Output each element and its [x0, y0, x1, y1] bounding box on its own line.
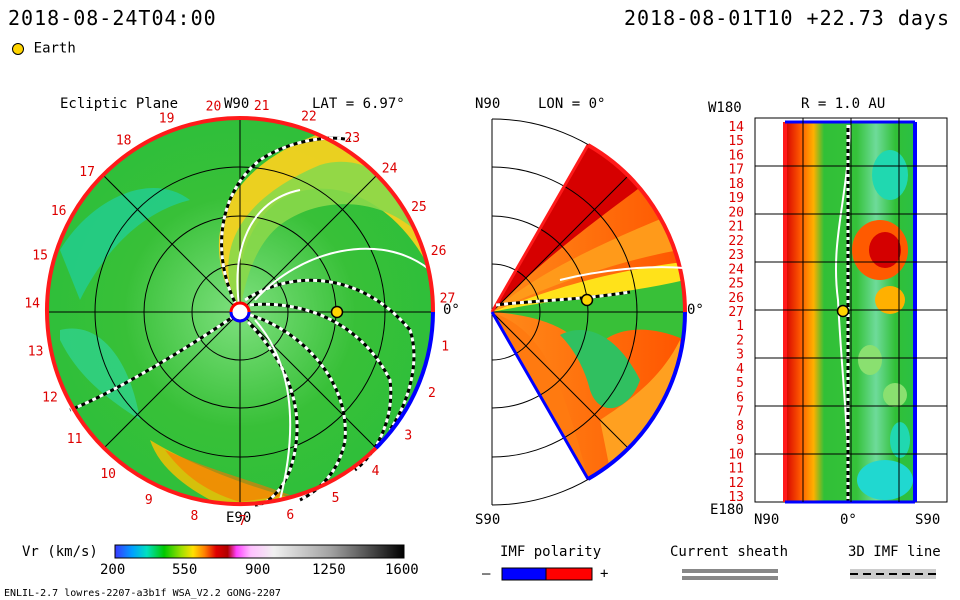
colorbar-tick-900: 900 — [245, 562, 271, 578]
rotation-number-25: 25 — [411, 200, 427, 215]
radial-bottom-s90: S90 — [915, 512, 941, 528]
earth-legend-icon — [12, 42, 24, 55]
rotation-number-17: 17 — [79, 165, 95, 180]
earth-legend: Earth — [12, 38, 76, 57]
rotation-number-2: 2 — [428, 386, 436, 401]
imf-line-label: 3D IMF line — [848, 544, 941, 560]
rotation-number-4: 4 — [372, 464, 380, 479]
ecliptic-bottom-label: E90 — [226, 510, 252, 526]
current-sheath-swatch — [682, 569, 778, 580]
radial-row-9: 9 — [736, 433, 744, 448]
model-info: ENLIL-2.7 lowres-2207-a3b1f WSA_V2.2 GON… — [4, 588, 281, 599]
radial-row-19: 19 — [728, 191, 744, 206]
rotation-number-7: 7 — [238, 514, 246, 529]
radial-row-18: 18 — [728, 177, 744, 192]
rotation-number-11: 11 — [67, 432, 83, 447]
earth-marker-radial — [836, 304, 850, 318]
meridional-bottom-label: S90 — [475, 512, 501, 528]
radial-row-10: 10 — [728, 447, 744, 462]
rotation-number-27: 27 — [440, 292, 456, 307]
radial-row-labels: 1415161718192021222324252627123456789101… — [728, 120, 744, 505]
radial-row-11: 11 — [728, 462, 744, 477]
radial-row-2: 2 — [736, 334, 744, 349]
current-sheath-label: Current sheath — [670, 544, 789, 560]
imf-polarity-label: IMF polarity — [500, 544, 602, 560]
rotation-number-12: 12 — [42, 391, 58, 406]
rotation-number-1: 1 — [441, 340, 449, 355]
meridional-lon-label: LON = 0° — [538, 96, 606, 112]
rotation-number-5: 5 — [332, 491, 340, 506]
earth-marker-ecliptic — [330, 305, 344, 319]
ecliptic-right-label: 0° — [443, 302, 460, 318]
meridional-right-label: 0° — [687, 302, 704, 318]
colorbar-tick-1250: 1250 — [312, 562, 346, 578]
ecliptic-top-label: W90 — [224, 96, 250, 112]
radial-title: R = 1.0 AU — [801, 96, 886, 112]
radial-row-15: 15 — [728, 134, 744, 149]
radial-row-16: 16 — [728, 149, 744, 164]
rotation-number-24: 24 — [382, 162, 398, 177]
radial-bottom-left-label: E180 — [710, 502, 744, 518]
rotation-number-26: 26 — [431, 244, 447, 259]
imf-polarity-bar — [501, 567, 593, 581]
rotation-number-21: 21 — [254, 99, 270, 114]
imf-plus-label: + — [600, 566, 609, 582]
radial-row-6: 6 — [736, 390, 744, 405]
radial-plot — [754, 117, 948, 504]
earth-legend-label: Earth — [33, 40, 76, 57]
radial-row-3: 3 — [736, 348, 744, 363]
radial-row-13: 13 — [728, 490, 744, 505]
rotation-number-18: 18 — [116, 134, 132, 149]
rotation-number-13: 13 — [28, 345, 44, 360]
rotation-number-15: 15 — [32, 249, 48, 264]
radial-row-12: 12 — [728, 476, 744, 491]
radial-row-24: 24 — [728, 262, 744, 277]
meridional-top-label: N90 — [475, 96, 501, 112]
rotation-number-22: 22 — [301, 110, 317, 125]
radial-row-22: 22 — [728, 234, 744, 249]
rotation-numbers: 20 21222324252627123456789101112131415161… — [24, 99, 455, 529]
colorbar-tick-200: 200 — [100, 562, 126, 578]
earth-marker-meridional — [580, 293, 594, 307]
velocity-colorbar — [114, 544, 405, 559]
rotation-number-3: 3 — [404, 428, 412, 443]
radial-row-27: 27 — [728, 305, 744, 320]
radial-row-1: 1 — [736, 319, 744, 334]
radial-row-26: 26 — [728, 291, 744, 306]
rotation-number-23: 23 — [344, 131, 360, 146]
colorbar-label: Vr (km/s) — [22, 544, 98, 560]
run-info: 2018-08-01T10 +22.73 days — [623, 6, 950, 30]
radial-bottom-n90: N90 — [754, 512, 780, 528]
radial-top-left-label: W180 — [708, 100, 742, 116]
radial-row-14: 14 — [728, 120, 744, 135]
radial-row-7: 7 — [736, 405, 744, 420]
colorbar-tick-550: 550 — [172, 562, 198, 578]
meridional-plane-plot — [490, 118, 687, 506]
rotation-number-14: 14 — [24, 296, 40, 311]
colorbar-tick-1600: 1600 — [385, 562, 419, 578]
timestamp: 2018-08-24T04:00 — [8, 6, 217, 30]
radial-row-23: 23 — [728, 248, 744, 263]
radial-row-17: 17 — [728, 163, 744, 178]
ecliptic-plane-plot — [45, 116, 436, 507]
radial-row-20: 20 — [728, 205, 744, 220]
radial-row-5: 5 — [736, 376, 744, 391]
imf-minus-label: – — [482, 566, 491, 582]
radial-row-4: 4 — [736, 362, 744, 377]
radial-row-21: 21 — [728, 220, 744, 235]
radial-row-8: 8 — [736, 419, 744, 434]
rotation-number-10: 10 — [100, 467, 116, 482]
rotation-number-8: 8 — [190, 509, 198, 524]
rotation-number-20: 20 — [206, 100, 222, 115]
radial-row-25: 25 — [728, 277, 744, 292]
ecliptic-title: Ecliptic Plane — [60, 96, 179, 112]
imf-line-swatch — [850, 569, 936, 579]
rotation-number-6: 6 — [286, 508, 294, 523]
rotation-number-19: 19 — [159, 111, 175, 126]
radial-bottom-zero: 0° — [840, 512, 857, 528]
ecliptic-lat-label: LAT = 6.97° — [312, 96, 405, 112]
rotation-number-16: 16 — [51, 204, 67, 219]
rotation-number-9: 9 — [145, 493, 153, 508]
